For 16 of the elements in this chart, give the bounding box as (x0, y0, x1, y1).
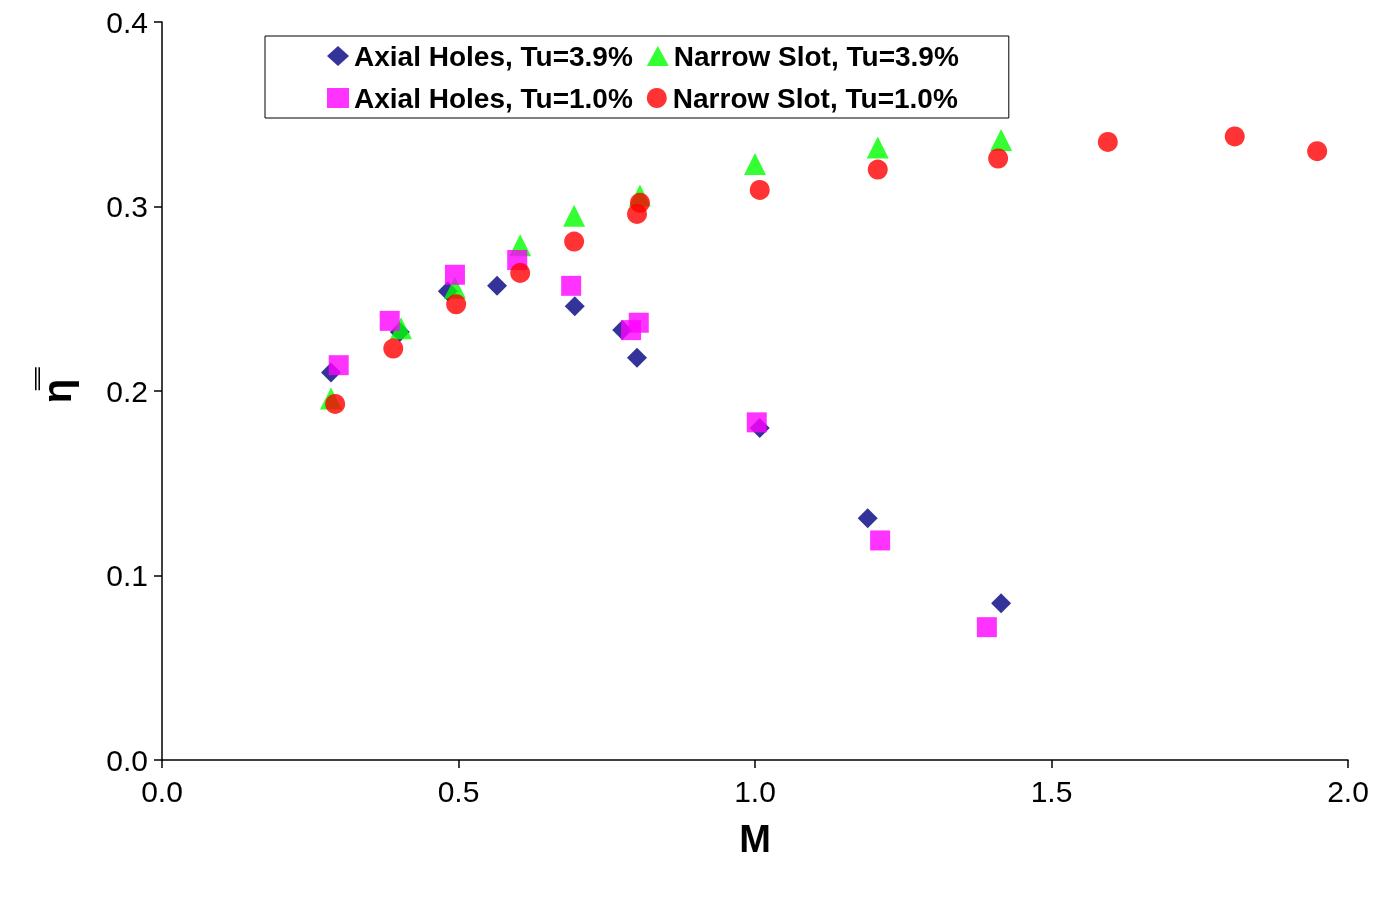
x-tick-label: 0.0 (141, 774, 183, 808)
y-tick-label: 0.0 (106, 743, 148, 777)
x-tick-label: 2.0 (1327, 774, 1369, 808)
x-axis-title: M (739, 818, 771, 860)
x-tick-label: 0.5 (437, 774, 480, 808)
legend-label: Axial Holes, Tu=1.0% (354, 82, 633, 114)
x-tick-label: 1.0 (734, 774, 776, 808)
legend-label: Narrow Slot, Tu=1.0% (672, 82, 958, 114)
y-tick-label: 0.2 (106, 374, 148, 408)
x-tick-label: 1.5 (1030, 774, 1073, 808)
legend-label: Narrow Slot, Tu=3.9% (673, 40, 959, 72)
legend-label: Axial Holes, Tu=3.9% (354, 40, 633, 72)
y-tick-label: 0.4 (106, 5, 148, 39)
y-tick-label: 0.3 (106, 190, 148, 223)
y-tick-label: 0.1 (106, 559, 148, 592)
y-axis-title: η̿ (35, 366, 79, 404)
